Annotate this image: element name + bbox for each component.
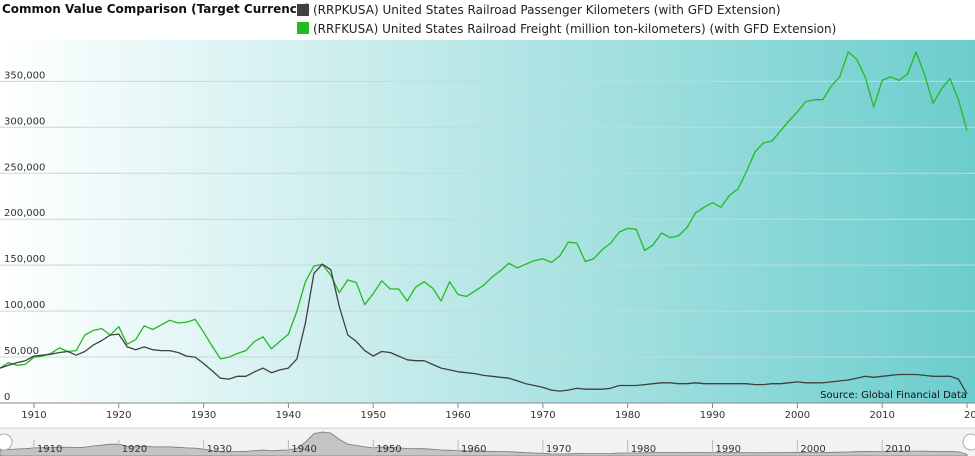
series-line-freight[interactable] xyxy=(0,51,968,369)
y-tick-label: 200,000 xyxy=(4,208,45,219)
y-tick-label: 50,000 xyxy=(4,346,39,357)
plot-background xyxy=(0,40,975,403)
navigator-label: 2010 xyxy=(885,444,910,455)
x-tick-label: 20 xyxy=(964,410,975,421)
legend: (RRPKUSA) United States Railroad Passeng… xyxy=(297,3,836,36)
y-tick-label: 350,000 xyxy=(4,70,45,81)
x-tick-label: 1990 xyxy=(700,410,725,421)
x-tick-label: 1930 xyxy=(191,410,216,421)
series-lines xyxy=(0,51,968,395)
navigator-label: 1990 xyxy=(716,444,741,455)
y-tick-label: 300,000 xyxy=(4,116,45,127)
navigator-label: 1910 xyxy=(37,444,62,455)
chart-title: Common Value Comparison (Target Currency… xyxy=(2,2,310,16)
x-tick-label: 1970 xyxy=(530,410,555,421)
navigator-label: 1930 xyxy=(207,444,232,455)
navigator-label: 1950 xyxy=(376,444,401,455)
navigator-labels: 1910 1920 1930 1940 1950 1960 1970 1980 1990 2000… xyxy=(33,440,911,456)
x-axis-labels: 1910 1920 1930 1940 1950 1960 1970 1980 1990 2000… xyxy=(21,403,975,421)
navigator-label: 1960 xyxy=(461,444,486,455)
navigator-label: 2000 xyxy=(800,444,825,455)
range-navigator[interactable]: 1910 1920 1930 1940 1950 1960 1970 1980 1990 2000… xyxy=(0,427,975,456)
y-tick-label: 150,000 xyxy=(4,254,45,265)
y-tick-label: 0 xyxy=(4,392,10,403)
navigator-label: 1920 xyxy=(122,444,147,455)
x-tick-label: 2010 xyxy=(869,410,894,421)
x-tick-label: 2000 xyxy=(785,410,810,421)
source-credit: Source: Global Financial Data xyxy=(820,390,967,401)
x-tick-label: 1950 xyxy=(361,410,386,421)
x-tick-label: 1920 xyxy=(106,410,131,421)
navigator-right-handle[interactable] xyxy=(962,433,975,451)
navigator-label: 1980 xyxy=(631,444,656,455)
x-tick-label: 1960 xyxy=(445,410,470,421)
legend-swatch-passenger[interactable] xyxy=(297,4,309,16)
legend-label-passenger[interactable]: (RRPKUSA) United States Railroad Passeng… xyxy=(313,3,781,17)
navigator-label: 1970 xyxy=(546,444,571,455)
y-tick-label: 100,000 xyxy=(4,300,45,311)
y-axis-labels: 0 50,000 100,000 150,000 200,000 250,000 300,0… xyxy=(4,70,45,403)
navigator-left-handle[interactable] xyxy=(0,433,13,451)
navigator-series-area xyxy=(0,431,968,456)
x-tick-label: 1980 xyxy=(615,410,640,421)
gridlines xyxy=(0,80,975,358)
navigator-label: 1940 xyxy=(291,444,316,455)
y-tick-label: 250,000 xyxy=(4,162,45,173)
series-line-passenger[interactable] xyxy=(0,263,968,395)
legend-swatch-freight[interactable] xyxy=(297,22,309,34)
x-tick-label: 1940 xyxy=(276,410,301,421)
legend-label-freight[interactable]: (RRFKUSA) United States Railroad Freight… xyxy=(313,22,836,36)
x-tick-label: 1910 xyxy=(21,410,46,421)
